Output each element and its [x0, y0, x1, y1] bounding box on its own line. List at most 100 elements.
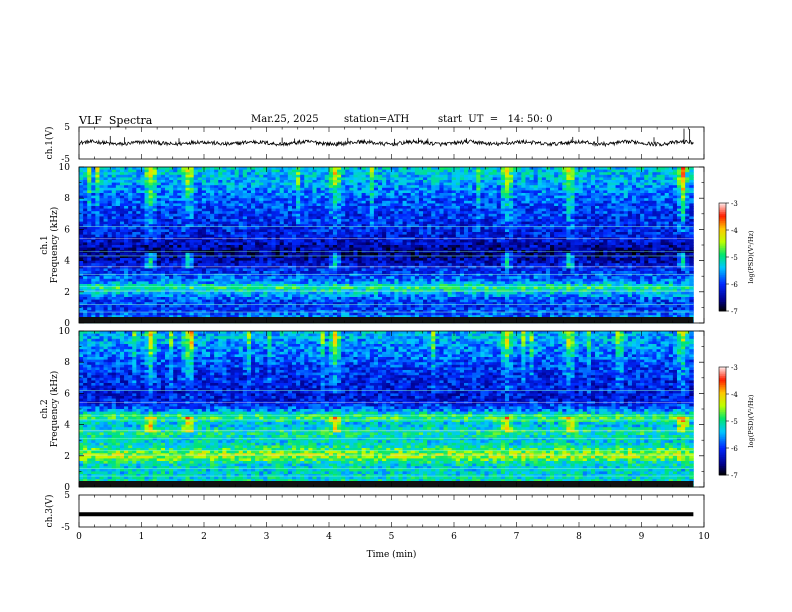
- ch1-spectrogram-colorbar-cell: [719, 235, 726, 238]
- ch2-spectrogram-colorbar-tick-label: -7: [731, 472, 738, 480]
- ch1-spectrogram-colorbar-cell: [719, 276, 726, 279]
- ch1-spectrogram-colorbar-tick-label: -6: [731, 281, 738, 289]
- ch2-spectrogram-colorbar-cell: [719, 379, 726, 382]
- ch2-spectrogram-colorbar-tick-label: -3: [731, 364, 738, 372]
- ch1-spectrogram-colorbar-cell: [719, 257, 726, 260]
- ch2-spectrogram-colorbar-cell: [719, 390, 726, 393]
- x-tick-label: 0: [76, 532, 82, 542]
- ch2-spectrogram-colorbar-cell: [719, 413, 726, 416]
- ch1-spectrogram-ytick-label: 8: [64, 194, 70, 204]
- ch2-spectrogram-colorbar-cell: [719, 374, 726, 377]
- ch2-spectrogram-colorbar-cell: [719, 399, 726, 402]
- ch1-spectrogram-colorbar-cell: [719, 239, 726, 242]
- ch2-spectrogram-colorbar-cell: [719, 422, 726, 425]
- ch2-spectrogram-colorbar-cell: [719, 449, 726, 452]
- ch2-spectrogram-colorbar-cell: [719, 435, 726, 438]
- ch1-spectrogram-colorbar-cell: [719, 219, 726, 222]
- ch1-spectrogram-colorbar-cell: [719, 298, 726, 301]
- ch1-spectrogram-colorbar-cell: [719, 249, 726, 252]
- ch1-spectrogram-colorbar-label: log(PSD)(V²/Hz): [747, 230, 755, 283]
- ch3-waveform-ytick-label: -5: [61, 523, 70, 533]
- figure-title: VLF Spectra: [79, 114, 153, 127]
- ch3-waveform-ylabel: ch.3(V): [44, 495, 55, 528]
- ch2-spectrogram-ytick-label: 0: [64, 483, 70, 493]
- ch2-spectrogram-colorbar-cell: [719, 467, 726, 470]
- ch2-spectrogram-colorbar-cell: [719, 406, 726, 409]
- ch1-spectrogram-colorbar-cell: [719, 296, 726, 299]
- ch2-spectrogram-colorbar-cell: [719, 431, 726, 434]
- ch2-spectrogram-colorbar-cell: [719, 372, 726, 375]
- ch1-spectrogram-colorbar-cell: [719, 203, 726, 206]
- ch1-spectrogram-colorbar-cell: [719, 233, 726, 236]
- date-label: Mar.25, 2025: [251, 114, 319, 125]
- ch2-spectrogram-colorbar-cell: [719, 394, 726, 397]
- x-tick-label: 6: [451, 532, 457, 542]
- ch1-spectrogram-colorbar-cell: [719, 208, 726, 211]
- ch1-spectrogram-colorbar-cell: [719, 293, 726, 296]
- ch2-spectrogram-colorbar-cell: [719, 415, 726, 418]
- ch2-spectrogram-colorbar-cell: [719, 458, 726, 461]
- ch1-spectrogram-ylabel: ch.1Frequency (kHz): [40, 207, 60, 284]
- ch2-spectrogram-colorbar-cell: [719, 440, 726, 443]
- ch2-spectrogram-colorbar-cell: [719, 421, 726, 424]
- ch2-spectrogram-colorbar-cell: [719, 370, 726, 373]
- ch2-spectrogram-colorbar-tick-label: -6: [731, 445, 738, 453]
- x-tick-label: 1: [139, 532, 145, 542]
- ch1-spectrogram-ytick-label: 6: [64, 225, 70, 235]
- ch1-spectrogram-ytick-label: 10: [59, 163, 71, 173]
- ch1-spectrogram-colorbar-cell: [719, 226, 726, 229]
- ch1-waveform-ytick-label: 5: [64, 123, 70, 133]
- ch2-spectrogram-colorbar-cell: [719, 448, 726, 451]
- ch2-spectrogram-colorbar-cell: [719, 446, 726, 449]
- ch2-spectrogram-colorbar-cell: [719, 367, 726, 370]
- ch1-spectrogram-heatmap: [79, 167, 694, 324]
- x-tick-label: 2: [201, 532, 207, 542]
- ch2-spectrogram-ytick-label: 2: [64, 452, 70, 462]
- ch1-spectrogram-colorbar-cell: [719, 260, 726, 263]
- ch1-spectrogram-ytick-label: 0: [64, 319, 70, 329]
- ch1-spectrogram-colorbar-tick-label: -3: [731, 200, 738, 208]
- ch1-spectrogram-colorbar-tick-label: -4: [731, 227, 738, 235]
- ch1-spectrogram-colorbar-cell: [719, 289, 726, 292]
- ch1-spectrogram-colorbar-cell: [719, 212, 726, 215]
- ch2-spectrogram-colorbar-cell: [719, 388, 726, 391]
- x-tick-label: 3: [264, 532, 270, 542]
- ch2-spectrogram-colorbar-tick-label: -4: [731, 391, 738, 399]
- ch1-spectrogram-colorbar-cell: [719, 224, 726, 227]
- ch2-spectrogram-colorbar-cell: [719, 466, 726, 469]
- ch1-waveform-ylabel: ch.1(V): [44, 127, 55, 160]
- ch1-spectrogram-ytick-label: 2: [64, 288, 70, 298]
- ch1-spectrogram-colorbar-cell: [719, 271, 726, 274]
- ch1-spectrogram-colorbar-cell: [719, 273, 726, 276]
- ch1-spectrogram-colorbar-cell: [719, 264, 726, 267]
- ch2-spectrogram-ylabel: ch.2Frequency (kHz): [40, 371, 60, 448]
- ch2-spectrogram-colorbar-cell: [719, 460, 726, 463]
- ch2-spectrogram-colorbar-cell: [719, 426, 726, 429]
- x-tick-label: 10: [698, 532, 710, 542]
- ch2-spectrogram-colorbar-cell: [719, 401, 726, 404]
- ch1-spectrogram-colorbar-cell: [719, 210, 726, 213]
- ch1-spectrogram-colorbar-cell: [719, 213, 726, 216]
- ch1-spectrogram-colorbar-cell: [719, 217, 726, 220]
- ch1-spectrogram-colorbar-cell: [719, 280, 726, 283]
- ch2-spectrogram-colorbar-cell: [719, 412, 726, 415]
- ch1-spectrogram-colorbar-cell: [719, 262, 726, 265]
- ch1-spectrogram-colorbar-cell: [719, 287, 726, 290]
- ch1-spectrogram-colorbar-tick-label: -7: [731, 308, 738, 316]
- ch1-spectrogram-colorbar-cell: [719, 222, 726, 225]
- ch2-spectrogram-ytick-label: 8: [64, 358, 70, 368]
- ch2-spectrogram-colorbar-cell: [719, 469, 726, 472]
- ch2-spectrogram-ytick-label: 6: [64, 389, 70, 399]
- ch2-spectrogram-colorbar-cell: [719, 376, 726, 379]
- ch2-spectrogram-colorbar-cell: [719, 408, 726, 411]
- ch2-spectrogram-colorbar-cell: [719, 392, 726, 395]
- ch2-spectrogram-colorbar-cell: [719, 464, 726, 467]
- ch2-spectrogram-colorbar-cell: [719, 417, 726, 420]
- ch2-spectrogram-colorbar-cell: [719, 442, 726, 445]
- ch1-spectrogram-colorbar-cell: [719, 215, 726, 218]
- ch2-spectrogram-colorbar-cell: [719, 430, 726, 433]
- ch2-spectrogram-colorbar-cell: [719, 473, 726, 476]
- ch1-spectrogram-colorbar-cell: [719, 284, 726, 287]
